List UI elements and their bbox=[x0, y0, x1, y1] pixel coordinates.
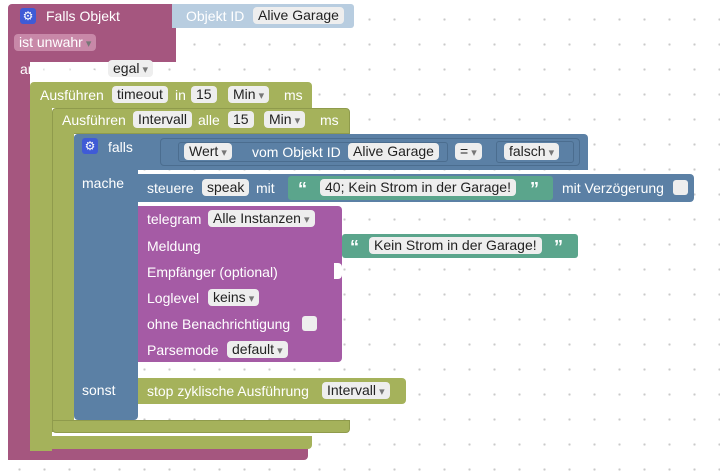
gear-icon[interactable]: ⚙ bbox=[20, 8, 36, 24]
ohne-checkbox[interactable] bbox=[302, 316, 317, 331]
interval-bottom bbox=[52, 420, 350, 433]
objekt-id-field[interactable]: Alive Garage bbox=[253, 7, 344, 24]
meldung-text-field[interactable]: Kein Strom in der Garage! bbox=[369, 237, 542, 254]
interval-spine bbox=[52, 132, 74, 432]
falls-objekt-title: Falls Objekt bbox=[46, 8, 120, 24]
open-quote-icon: “ bbox=[350, 237, 359, 257]
delay-checkbox[interactable] bbox=[673, 180, 688, 195]
interval-value-field[interactable]: 15 bbox=[228, 111, 254, 128]
if-block[interactable] bbox=[74, 134, 138, 420]
interval-name-field[interactable]: Intervall bbox=[133, 111, 193, 128]
interval-alle-label: alle bbox=[198, 112, 220, 128]
parsemode-dropdown[interactable]: default bbox=[227, 341, 288, 358]
timeout-prefix: Ausführen bbox=[40, 87, 104, 103]
parsemode-label: Parsemode bbox=[147, 342, 219, 358]
falsch-dropdown[interactable]: falsch bbox=[504, 143, 560, 160]
loglevel-label: Loglevel bbox=[147, 290, 200, 306]
close-quote-icon: ” bbox=[530, 179, 539, 199]
sonst-label: sonst bbox=[82, 382, 116, 398]
meldung-label: Meldung bbox=[147, 238, 201, 254]
timeout-in-label: in bbox=[175, 87, 186, 103]
stop-label: stop zyklische Ausführung bbox=[147, 383, 309, 399]
timeout-ms-label: ms bbox=[284, 87, 303, 103]
falls-objekt-bottom bbox=[8, 446, 308, 460]
interval-ms-label: ms bbox=[320, 112, 339, 128]
open-quote-icon: “ bbox=[298, 179, 307, 199]
gear-icon[interactable]: ⚙ bbox=[82, 138, 98, 154]
steuere-target-field[interactable]: speak bbox=[202, 179, 250, 196]
wert-dropdown[interactable]: Wert bbox=[184, 143, 232, 160]
telegram-label: telegram bbox=[147, 211, 202, 227]
timeout-bottom bbox=[30, 436, 312, 449]
loglevel-dropdown[interactable]: keins bbox=[208, 289, 260, 306]
anerkannt-label: anerkannt ist bbox=[20, 61, 101, 77]
interval-unit-dropdown[interactable]: Min bbox=[264, 111, 306, 128]
timeout-value-field[interactable]: 15 bbox=[191, 86, 217, 103]
steuere-label: steuere bbox=[147, 180, 194, 196]
objekt-field[interactable]: Alive Garage bbox=[348, 143, 439, 160]
falls-objekt-spine bbox=[8, 60, 30, 460]
interval-prefix: Ausführen bbox=[62, 112, 126, 128]
falls-label: falls bbox=[108, 139, 133, 155]
steuere-mit-label: mit bbox=[256, 180, 275, 196]
operator-dropdown[interactable]: = bbox=[455, 143, 482, 160]
objekt-id-label: Objekt ID bbox=[186, 8, 245, 24]
falls-objekt-block[interactable] bbox=[8, 4, 176, 62]
stop-target-dropdown[interactable]: Intervall bbox=[322, 382, 390, 399]
mache-label: mache bbox=[82, 175, 125, 191]
delay-label: mit Verzögerung bbox=[562, 180, 664, 196]
close-quote-icon: ” bbox=[554, 237, 563, 257]
timeout-name-field[interactable]: timeout bbox=[112, 86, 168, 103]
empfaenger-label: Empfänger (optional) bbox=[147, 264, 278, 280]
ohne-label: ohne Benachrichtigung bbox=[147, 316, 291, 332]
timeout-unit-dropdown[interactable]: Min bbox=[228, 86, 270, 103]
ist-dropdown[interactable]: ist unwahr bbox=[14, 34, 97, 51]
timeout-spine bbox=[30, 106, 52, 451]
anerkannt-dropdown[interactable]: egal bbox=[108, 60, 154, 77]
telegram-block[interactable] bbox=[138, 206, 342, 362]
vom-objekt-label: vom Objekt ID bbox=[252, 144, 341, 160]
telegram-instance-dropdown[interactable]: Alle Instanzen bbox=[208, 210, 315, 227]
steuere-text-field[interactable]: 40; Kein Strom in der Garage! bbox=[320, 179, 516, 196]
empfaenger-socket[interactable] bbox=[334, 263, 342, 279]
